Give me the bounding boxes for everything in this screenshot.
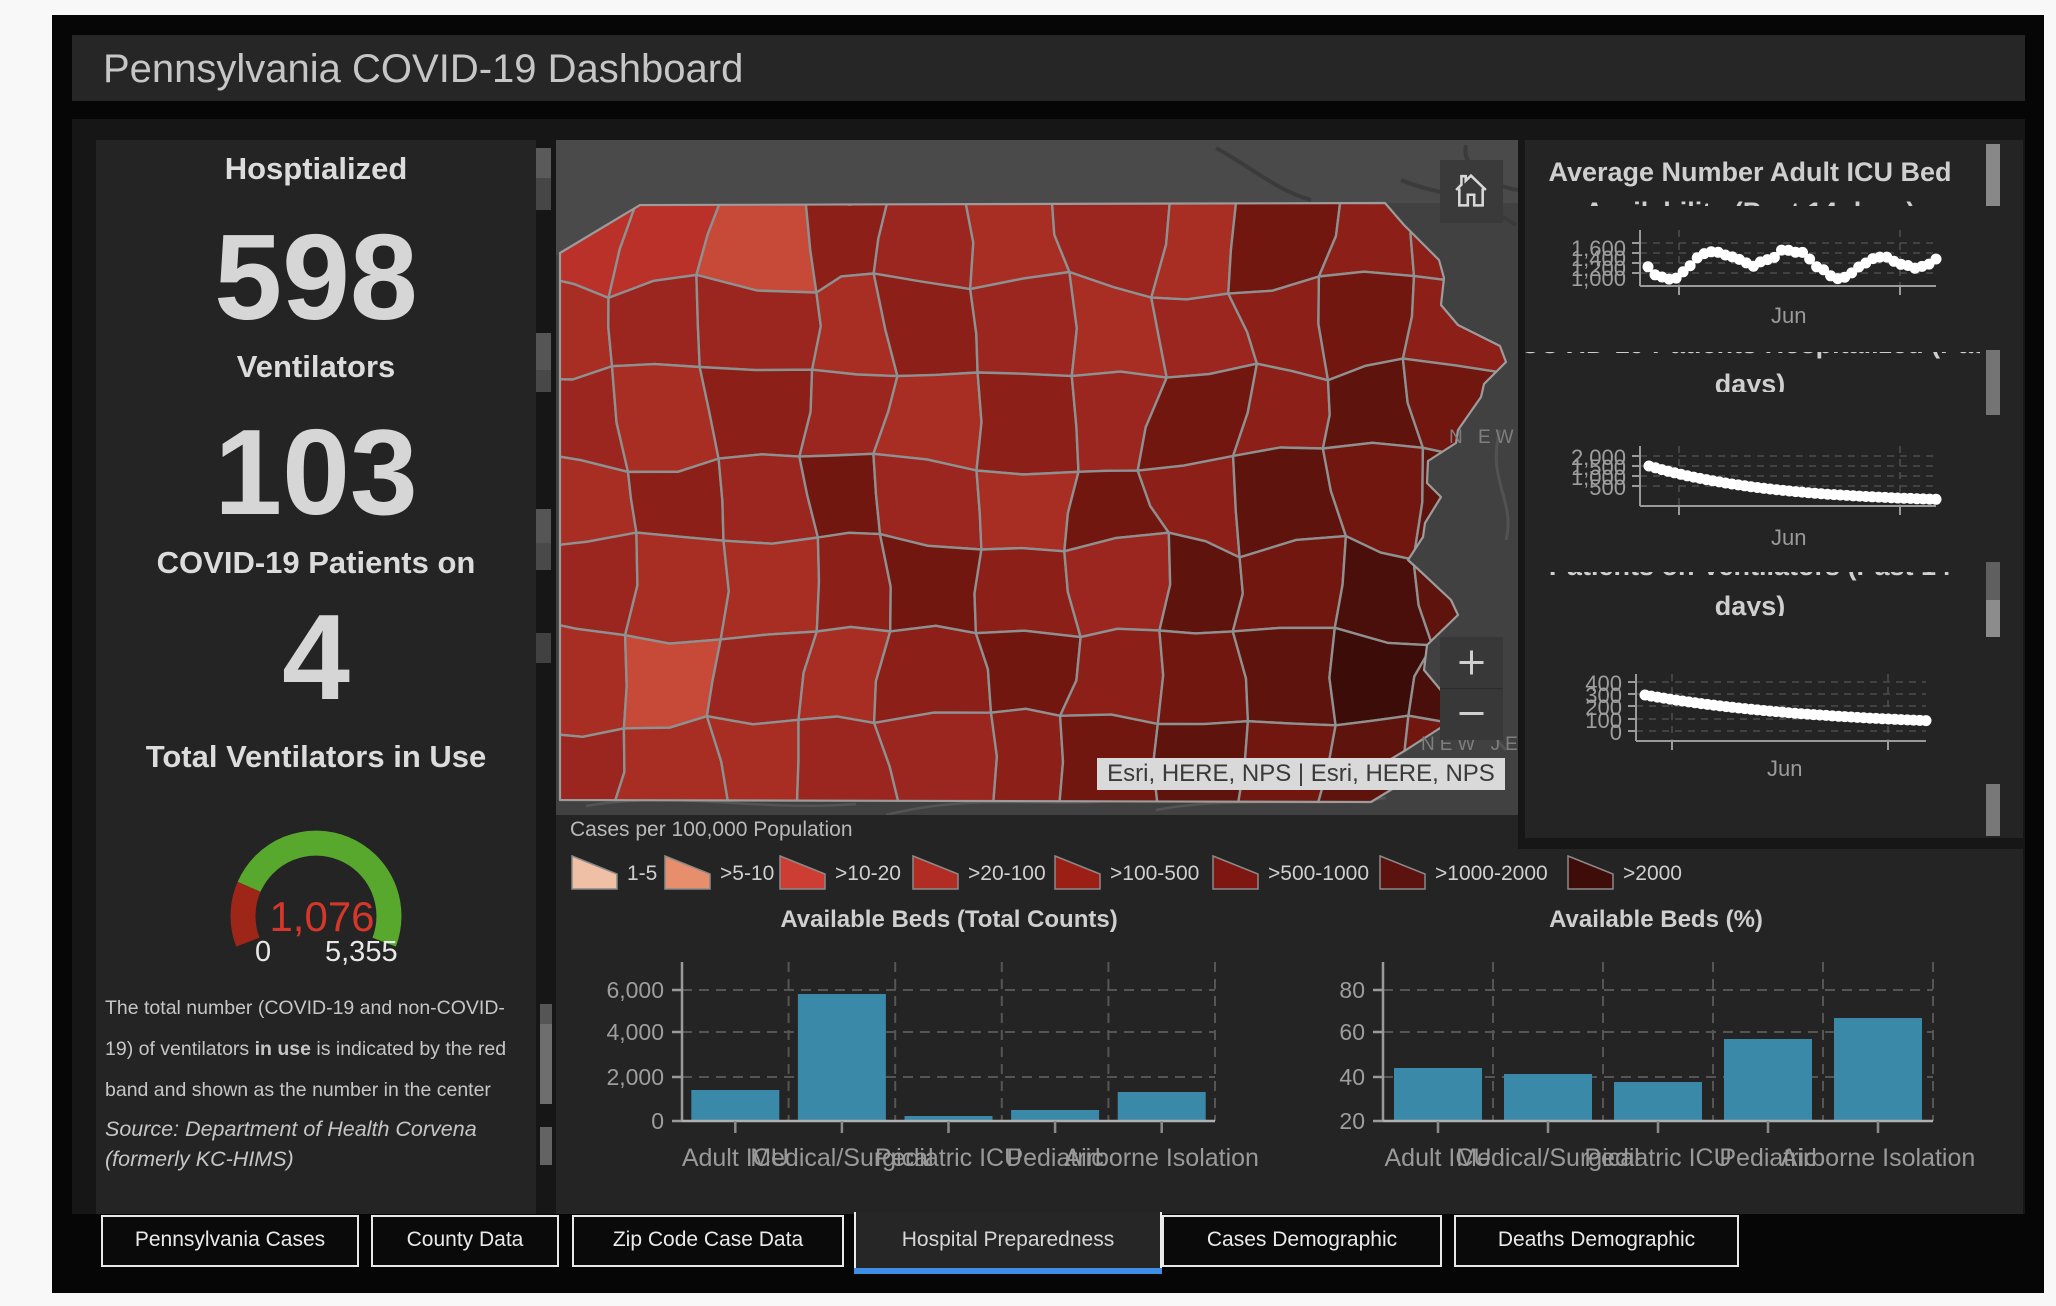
svg-text:Pediatric ICU: Pediatric ICU [1584,1144,1731,1172]
svg-text:2,000: 2,000 [606,1064,664,1090]
svg-text:20: 20 [1339,1108,1365,1134]
svg-text:40: 40 [1339,1064,1365,1090]
svg-text:0: 0 [651,1108,664,1134]
svg-text:Airborne Isolation: Airborne Isolation [1781,1144,1976,1172]
svg-text:N EW: N EW [1449,427,1518,448]
svg-text:6,000: 6,000 [606,977,664,1003]
svg-text:60: 60 [1339,1019,1365,1045]
svg-text:80: 80 [1339,977,1365,1003]
svg-text:Medical/Surgical: Medical/Surgical [750,1144,933,1172]
svg-text:4,000: 4,000 [606,1019,664,1045]
svg-text:Pediatric ICU: Pediatric ICU [875,1144,1022,1172]
svg-text:Adult ICU: Adult ICU [682,1144,789,1172]
svg-text:Pediatric: Pediatric [1006,1144,1103,1172]
svg-text:Pediatric: Pediatric [1719,1144,1816,1172]
svg-text:Airborne Isolation: Airborne Isolation [1064,1144,1259,1172]
svg-text:Adult ICU: Adult ICU [1385,1144,1492,1172]
svg-text:Medical/Surgical: Medical/Surgical [1456,1144,1639,1172]
